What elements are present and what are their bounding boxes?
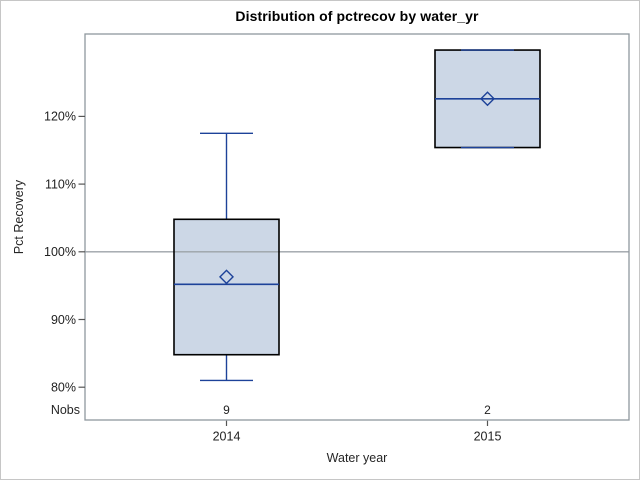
mean-diamond-icon bbox=[480, 91, 495, 107]
x-tick-label-2014: 2014 bbox=[213, 430, 241, 444]
y-tick-label: 80% bbox=[51, 381, 76, 395]
nobs-value-2014: 9 bbox=[223, 403, 230, 417]
x-axis-label: Water year bbox=[326, 451, 388, 465]
y-tick-label: 100% bbox=[44, 245, 76, 259]
x-tick-label-2015: 2015 bbox=[474, 430, 502, 444]
mean-diamond-icon bbox=[219, 269, 234, 285]
y-tick-label: 120% bbox=[44, 110, 76, 124]
box-2014 bbox=[173, 218, 280, 356]
box-fill-2014 bbox=[174, 219, 279, 355]
chart-title: Distribution of pctrecov by water_yr bbox=[235, 8, 479, 24]
plot-frame bbox=[84, 33, 630, 421]
nobs-row-label: Nobs bbox=[50, 403, 80, 417]
y-tick-label: 90% bbox=[51, 313, 76, 327]
y-axis-label: Pct Recovery bbox=[12, 179, 26, 255]
nobs-value-2015: 2 bbox=[484, 403, 491, 417]
y-tick-label: 110% bbox=[45, 177, 76, 191]
